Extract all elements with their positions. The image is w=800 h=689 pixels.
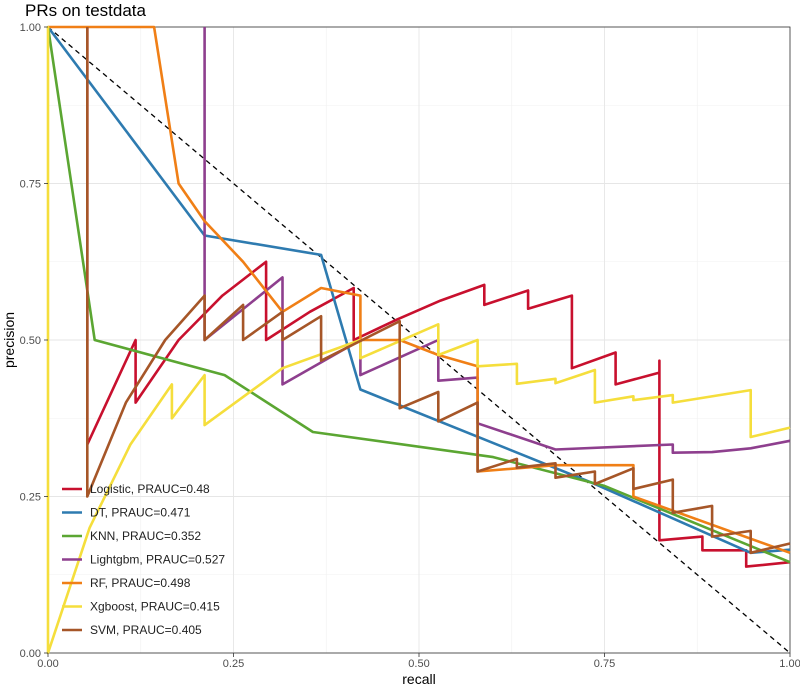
series-layer bbox=[46, 25, 791, 655]
legend-label-xgboost: Xgboost, PRAUC=0.415 bbox=[90, 600, 220, 614]
y-tick-label: 1.00 bbox=[20, 22, 41, 34]
series-line-logistic bbox=[86, 27, 791, 568]
y-tick-label: 0.25 bbox=[20, 492, 41, 504]
x-tick-label: 0.00 bbox=[37, 658, 58, 670]
legend-label-rf: RF, PRAUC=0.498 bbox=[90, 576, 191, 590]
series-line-svm bbox=[86, 27, 791, 555]
legend-label-lightgbm: Lightgbm, PRAUC=0.527 bbox=[90, 553, 225, 567]
x-tick-label: 0.75 bbox=[594, 658, 615, 670]
legend: Logistic, PRAUC=0.48 DT, PRAUC=0.471 KNN, … bbox=[62, 482, 225, 637]
x-tick-label: 0.25 bbox=[223, 658, 244, 670]
y-tick-label: 0.00 bbox=[20, 648, 41, 660]
y-axis-title: precision bbox=[1, 312, 17, 368]
legend-label-dt: DT, PRAUC=0.471 bbox=[90, 506, 191, 520]
series-line-xgboost bbox=[46, 25, 791, 655]
x-tick-label: 0.50 bbox=[408, 658, 429, 670]
series-line-knn bbox=[46, 26, 791, 564]
x-axis-title: recall bbox=[402, 671, 435, 687]
legend-label-logistic: Logistic, PRAUC=0.48 bbox=[90, 482, 210, 496]
legend-label-svm: SVM, PRAUC=0.405 bbox=[90, 623, 202, 637]
y-tick-label: 0.50 bbox=[20, 335, 41, 347]
x-tick-label: 1.00 bbox=[779, 658, 800, 670]
legend-label-knn: KNN, PRAUC=0.352 bbox=[90, 529, 201, 543]
chart-title: PRs on testdata bbox=[25, 1, 147, 20]
axes: 0.00 0.25 0.50 0.75 1.00 0.00 0.25 0.50 0.75 1.00 bbox=[20, 22, 800, 670]
y-tick-label: 0.75 bbox=[20, 179, 41, 191]
